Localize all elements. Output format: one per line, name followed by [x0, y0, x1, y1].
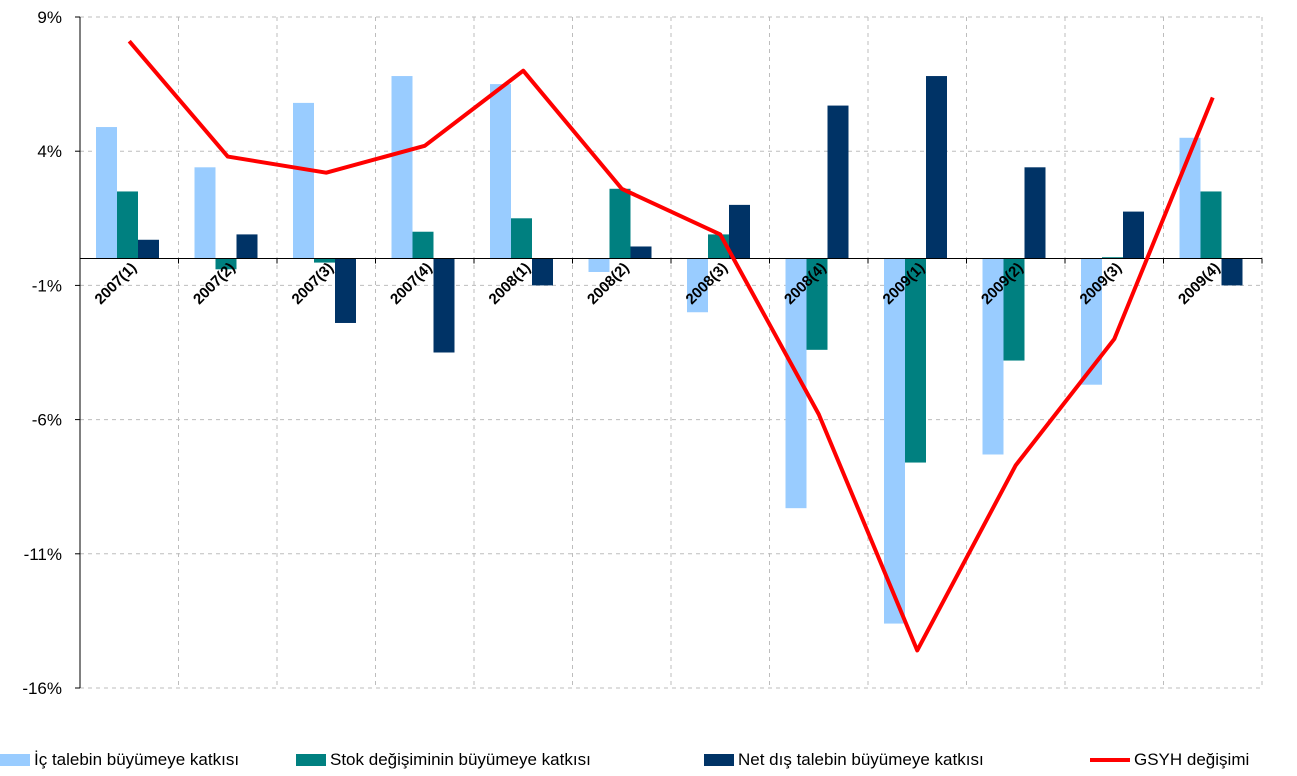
bar-5-1	[609, 188, 631, 259]
bars	[96, 76, 1243, 624]
legend-item-domestic-demand: İç talebin büyümeye katkısı	[0, 748, 239, 772]
x-category-label: 2007(3)	[288, 259, 337, 308]
bar-6-0	[687, 258, 708, 313]
bar-1-1	[215, 258, 237, 270]
bar-5-2	[630, 246, 652, 259]
bar-7-0	[785, 258, 807, 509]
bar-7-2	[827, 105, 849, 259]
bar-3-2	[433, 258, 455, 353]
gridlines	[80, 16, 1263, 689]
y-tick-label: 9%	[37, 8, 62, 27]
y-tick-label: 4%	[37, 142, 62, 161]
bar-2-2	[335, 258, 356, 323]
gsyh-line	[127, 39, 1215, 653]
legend-label-gdp-change: GSYH değişimi	[1134, 750, 1250, 769]
gsyh-line-path	[127, 39, 1215, 653]
x-category-label: 2007(1)	[91, 259, 140, 308]
bar-5-0	[588, 258, 610, 272]
bar-3-0	[391, 76, 413, 259]
bar-7-1	[806, 258, 828, 350]
bar-10-0	[1081, 258, 1102, 385]
legend-item-stock-change: Stok değişiminin büyümeye katkısı	[296, 748, 591, 772]
legend-item-net-external-demand: Net dış talebin büyümeye katkısı	[704, 748, 984, 772]
legend-swatch-gdp-change	[1090, 758, 1130, 762]
legend: İç talebin büyümeye katkısı Stok değişim…	[0, 748, 1297, 772]
bar-4-1	[511, 218, 532, 259]
bar-4-0	[490, 84, 511, 259]
bar-0-2	[138, 239, 159, 259]
y-tick-label: -6%	[32, 411, 62, 430]
x-axis-category-labels: 2007(1) 2007(2) 2007(3) 2007(4) 2008(1) 2008(…	[91, 259, 1223, 308]
axes	[75, 16, 1263, 689]
bar-8-2	[926, 76, 947, 259]
bar-6-2	[729, 204, 750, 259]
bar-0-0	[96, 127, 117, 259]
chart: 9% 4% -1% -6% -11% -16% 2007(1) 2007(2) 2007(3)…	[22, 8, 1263, 698]
legend-swatch-stock-change	[296, 754, 326, 766]
legend-swatch-domestic-demand	[0, 754, 30, 766]
bar-2-0	[293, 102, 314, 259]
legend-label-net-external-demand: Net dış talebin büyümeye katkısı	[738, 750, 984, 769]
x-category-label: 2007(2)	[190, 259, 239, 308]
bar-9-2	[1024, 167, 1046, 259]
bar-11-1	[1200, 191, 1222, 259]
y-tick-label: -1%	[32, 276, 62, 295]
bar-9-1	[1003, 258, 1025, 361]
bar-8-0	[884, 258, 905, 624]
bar-4-2	[532, 258, 553, 286]
bar-2-1	[314, 258, 335, 263]
bar-10-2	[1123, 211, 1144, 259]
bar-9-0	[982, 258, 1004, 455]
bar-0-1	[117, 191, 138, 259]
bar-8-1	[905, 258, 926, 463]
bar-3-1	[412, 231, 434, 259]
bar-10-1	[1102, 257, 1123, 259]
x-category-label: 2009(4)	[1175, 259, 1224, 308]
y-tick-label: -11%	[24, 545, 62, 564]
legend-label-stock-change: Stok değişiminin büyümeye katkısı	[330, 750, 591, 769]
bar-1-0	[194, 167, 216, 259]
legend-swatch-net-external-demand	[704, 754, 734, 766]
bar-1-2	[236, 234, 258, 259]
bar-11-2	[1221, 258, 1243, 286]
y-axis-tick-labels: 9% 4% -1% -6% -11% -16%	[22, 8, 62, 698]
x-category-label: 2008(1)	[485, 259, 534, 308]
legend-item-gdp-change: GSYH değişimi	[1090, 748, 1249, 772]
x-category-label: 2007(4)	[387, 259, 436, 308]
y-tick-label: -16%	[22, 679, 62, 698]
legend-label-domestic-demand: İç talebin büyümeye katkısı	[34, 750, 240, 769]
